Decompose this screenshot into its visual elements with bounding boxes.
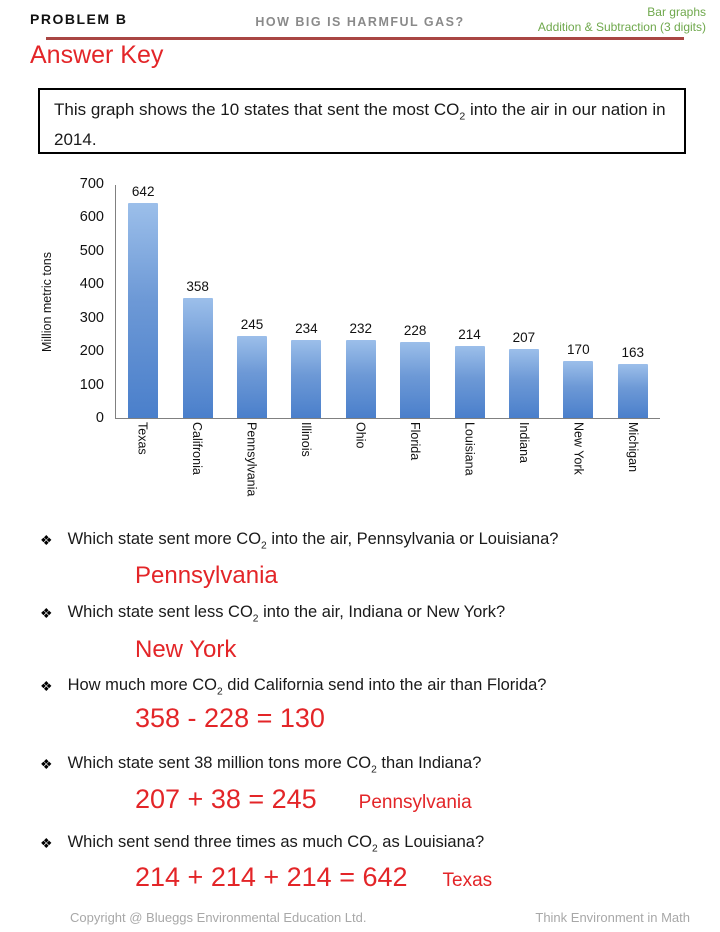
question-4: ❖ Which state sent 38 million tons more … <box>40 754 690 775</box>
intro-text-post: into the air in our nation in 2014. <box>54 100 666 150</box>
x-axis-label: Louisiana <box>462 422 477 476</box>
bar-value-label: 358 <box>186 279 209 294</box>
footer-series: Think Environment in Math <box>535 910 690 925</box>
page-title: HOW BIG IS HARMFUL GAS? <box>255 15 465 29</box>
answer-key-label: Answer Key <box>30 41 164 69</box>
bar <box>128 203 159 418</box>
answer-5-math: 214 + 214 + 214 = 642 <box>135 862 408 892</box>
bar-group: 245 <box>225 317 279 418</box>
x-axis-label: Ohio <box>353 422 368 449</box>
bar-value-label: 234 <box>295 321 318 336</box>
x-axis-label: Califronia <box>189 422 204 475</box>
bar-group: 163 <box>606 345 660 418</box>
bar-group: 214 <box>443 327 497 418</box>
bar <box>291 340 322 418</box>
bar <box>345 340 376 418</box>
bullet-icon: ❖ <box>40 605 53 621</box>
bar-group: 207 <box>497 330 551 418</box>
bar <box>508 349 539 418</box>
problem-label: PROBLEM B <box>30 11 128 27</box>
topic-line-2: Addition & Subtraction (3 digits) <box>537 20 706 34</box>
x-axis-label: Illinois <box>298 422 313 457</box>
question-5-text: Which sent send three times as much CO2 … <box>67 833 485 855</box>
bar-value-label: 214 <box>458 327 481 342</box>
y-tick-label: 100 <box>79 376 104 393</box>
x-axis-labels: Texas Califronia Pennsylvania Illinois Ohio F… <box>115 422 660 496</box>
topic-line-1: Bar graphs <box>647 5 706 19</box>
bar-group: 228 <box>388 323 442 418</box>
question-5: ❖ Which sent send three times as much CO… <box>40 833 690 854</box>
bar-value-label: 642 <box>131 184 155 199</box>
answer-4: 207 + 38 = 245 Pennsylvania <box>135 784 472 815</box>
y-axis-ticks: 0 100 200 300 400 500 600 700 <box>60 176 104 426</box>
x-axis-label: Pennsylvania <box>244 422 259 497</box>
y-axis-title: Million metric tons <box>40 251 54 353</box>
bar-chart: Million metric tons 0 100 200 300 400 500 600 7… <box>40 170 700 520</box>
bar <box>236 336 267 418</box>
intro-text-pre: This graph shows the 10 states that sent… <box>54 100 460 119</box>
answer-5-state: Texas <box>442 870 493 891</box>
y-tick-label: 500 <box>79 242 104 259</box>
bar-group: 232 <box>334 321 388 418</box>
answer-2: New York <box>135 636 237 663</box>
bar-value-label: 207 <box>512 330 536 345</box>
bar-value-label: 163 <box>621 345 644 360</box>
question-3-text: How much more CO2 did California send in… <box>67 676 547 698</box>
bar-value-label: 170 <box>567 342 590 357</box>
y-tick-label: 300 <box>79 309 104 326</box>
bullet-icon: ❖ <box>40 835 53 851</box>
x-axis-label: Indiana <box>516 422 531 464</box>
bar-group: 358 <box>171 279 225 418</box>
bullet-icon: ❖ <box>40 678 53 694</box>
bar <box>182 298 213 418</box>
page-footer: Copyright @ Blueggs Environmental Educat… <box>70 910 690 925</box>
bar-value-label: 228 <box>403 323 427 338</box>
y-tick-label: 400 <box>79 276 104 293</box>
bar <box>617 364 648 418</box>
answer-3: 358 - 228 = 130 <box>135 703 325 733</box>
bar-value-label: 232 <box>349 321 373 336</box>
x-axis-label: Florida <box>407 422 422 461</box>
answer-4-math: 207 + 38 = 245 <box>135 784 317 814</box>
topic-label: Bar graphs Addition & Subtraction (3 dig… <box>538 5 706 35</box>
question-3: ❖ How much more CO2 did California send … <box>40 676 690 697</box>
intro-box: This graph shows the 10 states that sent… <box>38 88 686 154</box>
bar-group: 642 <box>116 184 170 418</box>
question-2-text: Which state sent less CO2 into the air, … <box>67 603 506 625</box>
bar <box>400 342 431 418</box>
bar-group: 234 <box>279 321 333 418</box>
header-divider <box>46 37 684 40</box>
bar-group: 170 <box>551 342 605 418</box>
question-2: ❖ Which state sent less CO2 into the air… <box>40 603 690 624</box>
bullet-icon: ❖ <box>40 756 53 772</box>
bullet-icon: ❖ <box>40 532 53 548</box>
bar <box>454 346 485 418</box>
x-axis-label: Michigan <box>625 422 640 473</box>
y-tick-label: 600 <box>79 209 104 226</box>
bar-value-label: 245 <box>240 317 264 332</box>
y-tick-label: 0 <box>95 410 104 426</box>
answer-4-state: Pennsylvania <box>358 792 472 813</box>
bar <box>563 361 594 418</box>
x-axis-label: New York <box>571 422 586 475</box>
y-tick-label: 200 <box>79 343 104 360</box>
intro-subscript: 2 <box>459 110 466 123</box>
question-1: ❖ Which state sent more CO2 into the air… <box>40 530 690 551</box>
chart-plot-area: 642 358 245 234 232 228 214 207 170 163 <box>115 184 660 419</box>
footer-copyright: Copyright @ Blueggs Environmental Educat… <box>70 910 367 925</box>
question-1-text: Which state sent more CO2 into the air, … <box>67 530 559 552</box>
x-axis-label: Texas <box>135 422 150 455</box>
answer-1: Pennsylvania <box>135 562 278 589</box>
question-4-text: Which state sent 38 million tons more CO… <box>67 754 482 776</box>
y-tick-label: 700 <box>79 176 104 192</box>
answer-5: 214 + 214 + 214 = 642 Texas <box>135 862 492 893</box>
